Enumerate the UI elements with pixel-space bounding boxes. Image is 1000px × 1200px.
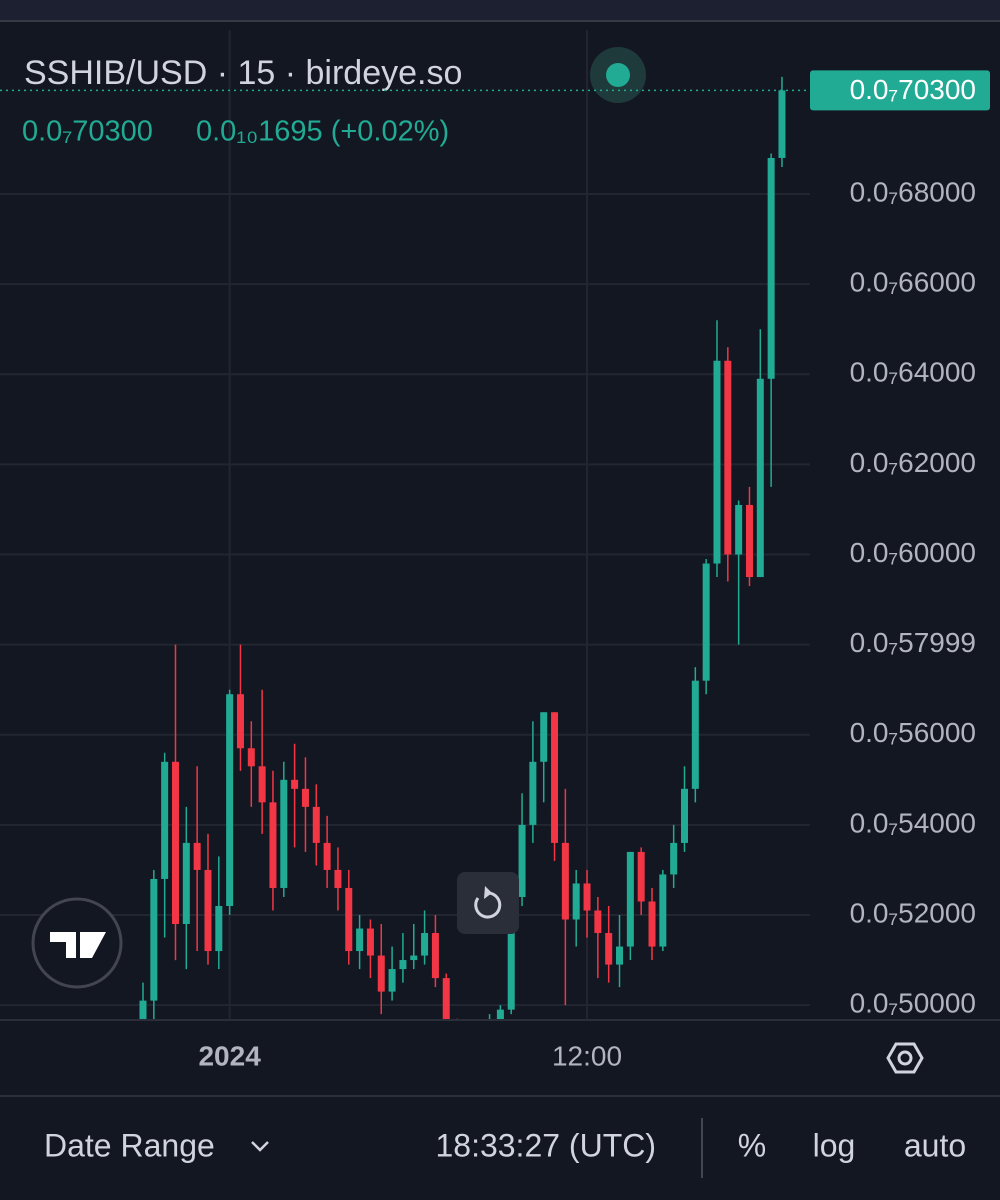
candle-body — [377, 955, 385, 992]
tv-logo[interactable] — [31, 897, 123, 989]
y-tick-label: 0.0₇50000 — [850, 988, 976, 1019]
logo-circle — [31, 897, 123, 989]
candle-body — [280, 779, 288, 888]
candle-body — [193, 842, 201, 870]
reset-arrow — [484, 886, 492, 899]
candle-body — [626, 851, 634, 947]
candle-body — [356, 928, 364, 952]
date-range-caret — [251, 1141, 269, 1152]
y-tick-label: 0.0₇52000 — [850, 897, 976, 928]
y-tick-label: 0.0₇57999 — [850, 627, 976, 658]
candle-body — [496, 1009, 504, 1020]
candle-body — [236, 694, 244, 749]
candle-body — [518, 824, 526, 897]
settings-button[interactable] — [886, 1041, 924, 1075]
candle-body — [204, 869, 212, 952]
candle-body — [648, 901, 656, 947]
x-tick-label: 2024 — [198, 1040, 261, 1071]
status-dot — [606, 63, 630, 87]
candle-body — [399, 960, 407, 970]
y-tick-label: 0.0₇66000 — [850, 267, 976, 298]
settings-center — [897, 1050, 913, 1066]
y-tick-label: 0.0₇56000 — [850, 717, 976, 748]
clock[interactable]: 18:33:27 (UTC) — [435, 1127, 656, 1163]
candle-body — [767, 157, 775, 379]
last-price-label: 0.0₇70300 — [850, 74, 976, 105]
candle-body — [366, 928, 374, 956]
x-tick-label: 12:00 — [552, 1040, 622, 1071]
candle-body — [421, 933, 429, 956]
candle-body — [702, 563, 710, 681]
candle-body — [323, 842, 331, 870]
reset-button[interactable] — [457, 872, 519, 934]
candle-body — [269, 802, 277, 888]
candle-body — [226, 694, 234, 906]
candle-body — [681, 788, 688, 843]
candle-body — [659, 874, 667, 947]
candle-body — [605, 933, 613, 965]
date-range-button[interactable]: Date Range — [44, 1127, 215, 1163]
reset-icon — [474, 891, 502, 919]
chart-title: SSHIB/USD · 15 · birdeye.so — [24, 54, 462, 92]
candle-body — [691, 680, 699, 789]
settings-hex — [886, 1042, 924, 1074]
candle-body — [301, 788, 309, 807]
candle-body — [637, 851, 645, 902]
auto-button[interactable]: auto — [904, 1127, 966, 1163]
candle-body — [215, 905, 223, 952]
log-button[interactable]: log — [813, 1127, 856, 1163]
candle-body — [561, 842, 569, 920]
candle-body — [670, 842, 678, 875]
candle-body — [388, 969, 396, 992]
candle-body — [258, 766, 266, 803]
candle-body — [583, 883, 591, 911]
candle-body — [312, 806, 320, 843]
candle-body — [724, 360, 732, 555]
reset-bg — [457, 872, 519, 934]
candle-body — [161, 761, 169, 879]
legend-change: 0.0₁₀1695 (+0.02%) — [196, 116, 449, 148]
candle-body — [150, 878, 158, 1001]
y-tick-label: 0.0₇60000 — [850, 537, 976, 568]
candle-body — [540, 712, 548, 762]
candle-body — [572, 883, 580, 920]
top-strip — [0, 0, 1000, 20]
legend-price: 0.0₇70300 — [22, 116, 153, 148]
candle-body — [616, 946, 624, 965]
candle-body — [171, 761, 179, 925]
candle-body — [431, 933, 439, 979]
candle-body — [182, 842, 190, 925]
last-price-box — [810, 70, 990, 111]
candle-body — [410, 955, 418, 961]
candle-body — [735, 504, 743, 555]
candle-body — [551, 712, 559, 843]
candle-body — [529, 761, 537, 825]
candle-body — [756, 378, 764, 578]
percent-button[interactable]: % — [738, 1127, 766, 1163]
candle-body — [594, 910, 602, 934]
candle-body — [334, 869, 342, 888]
candle-body — [745, 504, 753, 578]
y-tick-label: 0.0₇64000 — [850, 357, 976, 388]
candle-body — [247, 748, 255, 767]
y-tick-label: 0.0₇62000 — [850, 447, 976, 478]
candle-body — [139, 1000, 147, 1020]
candle-body — [778, 90, 786, 158]
y-tick-label: 0.0₇54000 — [850, 807, 976, 838]
candle-body — [507, 896, 515, 1010]
candle-body — [713, 360, 721, 564]
candle-body — [291, 779, 299, 789]
candle-body — [442, 978, 450, 1020]
candle-body — [345, 887, 353, 952]
logo-mark — [50, 932, 106, 958]
y-tick-label: 0.0₇68000 — [850, 176, 976, 207]
